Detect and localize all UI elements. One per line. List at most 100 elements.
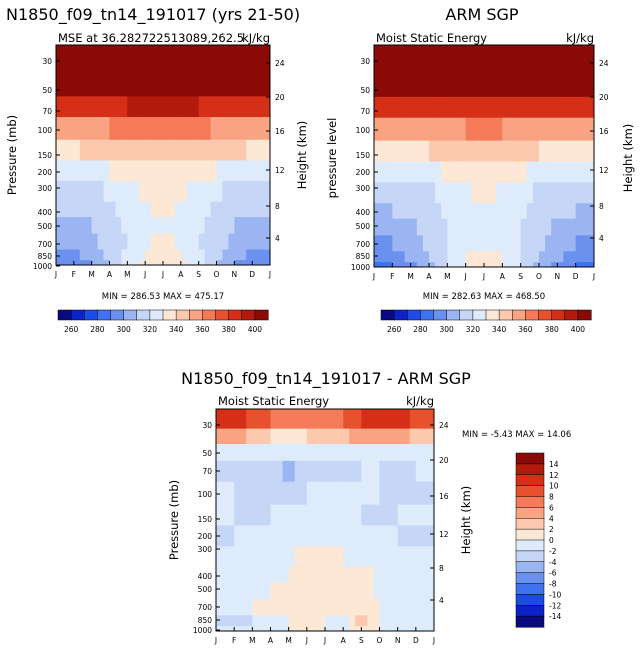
contour-cell xyxy=(532,71,540,98)
contour-cell xyxy=(415,626,423,632)
contour-cell xyxy=(409,525,417,547)
contour-cell xyxy=(502,96,509,119)
contour-cell xyxy=(300,444,308,462)
legend-label: -2 xyxy=(549,547,557,556)
contour-cell xyxy=(545,251,552,263)
contour-cell xyxy=(73,139,81,161)
panel1-ylabel-right: Height (km) xyxy=(295,121,309,190)
contour-cell xyxy=(168,139,176,161)
contour-cell xyxy=(97,45,104,72)
contour-cell xyxy=(532,45,540,72)
contour-cell xyxy=(85,233,93,250)
contour-cell xyxy=(216,139,223,161)
contour-cell xyxy=(331,481,338,506)
contour-cell xyxy=(397,444,405,462)
contour-cell xyxy=(306,615,314,627)
contour-cell xyxy=(222,525,229,547)
legend-label: 6 xyxy=(549,503,554,512)
contour-cell xyxy=(246,201,253,218)
contour-cell xyxy=(422,182,430,204)
legend-swatch xyxy=(498,309,513,321)
contour-cell xyxy=(145,160,152,182)
contour-cell xyxy=(204,160,211,182)
contour-cell xyxy=(306,599,314,616)
contour-cell xyxy=(276,615,284,627)
contour-cell xyxy=(581,218,589,236)
contour-cell xyxy=(198,139,206,161)
contour-cell xyxy=(157,249,164,261)
contour-cell xyxy=(228,233,235,250)
contour-cell xyxy=(145,117,152,141)
contour-cell xyxy=(386,218,393,236)
contour-cell xyxy=(288,546,296,568)
contour-cell xyxy=(325,444,332,462)
x-tick-label: J xyxy=(464,272,467,281)
contour-cell xyxy=(56,71,63,97)
contour-cell xyxy=(151,249,158,261)
contour-cell xyxy=(404,218,412,236)
contour-cell xyxy=(228,117,235,141)
contour-cell xyxy=(294,582,302,600)
contour-cell xyxy=(216,201,223,218)
x-tick-label: O xyxy=(377,636,383,645)
contour-cell xyxy=(575,117,583,142)
contour-cell xyxy=(97,71,104,97)
contour-cell xyxy=(563,235,570,252)
contour-cell xyxy=(192,217,200,235)
panel1-title: N1850_f09_tn14_191017 (yrs 21-50) xyxy=(6,5,300,25)
contour-cell xyxy=(115,217,122,235)
contour-cell xyxy=(252,460,259,483)
contour-cell xyxy=(246,409,253,430)
contour-cell xyxy=(471,45,479,72)
contour-cell xyxy=(374,71,381,98)
contour-cell xyxy=(490,45,497,72)
contour-cell xyxy=(355,409,362,430)
contour-cell xyxy=(563,140,570,162)
contour-cell xyxy=(447,161,454,183)
contour-cell xyxy=(563,262,570,268)
x-tick-label: J xyxy=(214,636,217,645)
contour-cell xyxy=(385,615,393,627)
contour-cell xyxy=(563,251,570,263)
contour-cell xyxy=(240,201,247,218)
contour-cell xyxy=(121,181,128,203)
contour-cell xyxy=(361,582,368,600)
contour-cell xyxy=(192,96,200,118)
contour-cell xyxy=(222,181,229,203)
contour-cell xyxy=(551,96,558,119)
contour-cell xyxy=(306,546,314,568)
contour-cell xyxy=(210,45,217,72)
contour-cell xyxy=(300,428,308,445)
contour-cell xyxy=(415,504,423,526)
contour-cell xyxy=(139,71,146,97)
contour-cell xyxy=(318,444,326,462)
contour-cell xyxy=(264,409,271,430)
contour-cell xyxy=(557,218,564,236)
contour-cell xyxy=(240,117,247,141)
contour-cell xyxy=(447,182,454,204)
contour-cell xyxy=(379,626,386,632)
contour-cell xyxy=(246,249,253,261)
contour-cell xyxy=(325,599,332,616)
contour-cell xyxy=(109,117,116,141)
contour-cell xyxy=(306,504,314,526)
contour-cell xyxy=(557,140,564,162)
contour-cell xyxy=(91,160,99,182)
contour-cell xyxy=(404,235,412,252)
contour-cell xyxy=(174,201,182,218)
contour-cell xyxy=(551,218,558,236)
contour-cell xyxy=(349,615,356,627)
contour-cell xyxy=(367,504,374,526)
contour-cell xyxy=(514,251,522,263)
contour-cell xyxy=(386,45,393,72)
x-tick-label: J xyxy=(372,272,375,281)
contour-cell xyxy=(133,201,140,218)
x-tick-label: M xyxy=(249,636,255,645)
x-tick-label: M xyxy=(407,272,413,281)
x-tick-label: M xyxy=(88,270,94,279)
contour-cell xyxy=(404,251,412,263)
contour-cell xyxy=(300,546,308,568)
